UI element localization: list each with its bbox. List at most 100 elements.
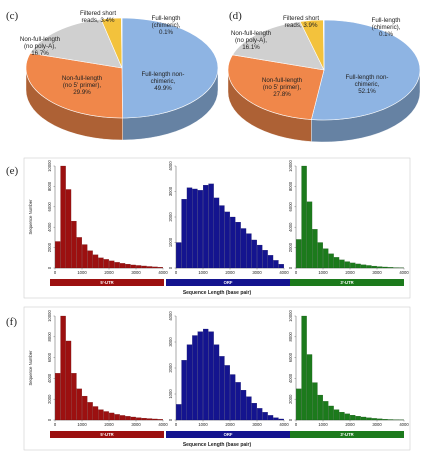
bar [98,258,103,268]
bar [219,206,224,268]
bar [192,189,197,268]
x-tick-label: 2000 [345,270,355,275]
bar [302,316,307,420]
bar [88,251,93,268]
y-tick-label: 6000 [288,201,293,211]
bar [273,260,278,268]
x-tick-label: 4000 [279,270,289,275]
y-tick-label: 4000 [288,373,293,383]
x-tick-label: 3000 [372,422,382,427]
bar [98,410,103,420]
bar [329,254,334,268]
y-tick-label: 0 [288,418,293,421]
bar [109,413,114,420]
y-tick-label: 3000 [168,337,173,347]
bar [323,401,328,420]
bar [88,402,93,420]
y-tick-label: 4000 [47,373,52,383]
region-label-orf: ORF [224,280,233,285]
x-tick-label: 1000 [198,422,208,427]
x-tick-label: 1000 [318,270,328,275]
bar [388,267,393,268]
bar [136,418,141,420]
bar [104,259,109,268]
bar [219,356,224,420]
bar [147,419,152,420]
bar [214,198,219,268]
y-axis-label: Sequence Number [28,199,33,235]
bar [131,265,136,268]
bar [71,221,76,268]
bar [82,396,87,420]
bar [187,345,192,420]
x-tick-label: 4000 [279,422,289,427]
bar [366,418,371,420]
x-tick-label: 3000 [131,270,141,275]
y-tick-label: 2000 [288,242,293,252]
y-tick-label: 0 [168,266,173,269]
bar [296,239,301,268]
bar [372,418,377,420]
bar [356,416,361,420]
x-tick-label: 4000 [158,270,168,275]
bar [302,166,307,268]
bar [55,373,60,420]
bar [147,266,152,268]
bar [225,365,230,420]
x-tick-label: 0 [54,422,57,427]
bar [334,410,339,420]
bar [257,408,262,420]
bar [241,390,246,420]
bar [66,189,71,268]
x-tick-label: 0 [54,270,57,275]
y-tick-label: 4000 [288,222,293,232]
bar [257,245,262,268]
y-tick-label: 2000 [288,394,293,404]
y-tick-label: 6000 [47,201,52,211]
x-tick-label: 3000 [372,270,382,275]
bar [296,389,301,420]
bar [350,415,355,420]
y-tick-label: 1000 [168,389,173,399]
bar [273,418,278,420]
bar [345,414,350,420]
y-tick-label: 10000 [288,160,293,172]
bar [230,375,235,421]
bar [182,360,187,420]
bar [152,419,157,420]
y-tick-label: 3000 [168,186,173,196]
x-tick-label: 3000 [131,422,141,427]
region-label-3-utr: 3'-UTR [340,432,353,437]
bar [142,418,147,420]
bar [214,345,219,420]
bar [203,329,208,420]
bar [225,212,230,268]
bar [383,419,388,420]
y-tick-label: 8000 [47,181,52,191]
bar [312,383,317,420]
bar [136,265,141,268]
bar [55,241,60,268]
x-axis-label: Sequence Length (base pair) [183,290,252,296]
bar [339,412,344,420]
bar [356,264,361,268]
bar [318,243,323,269]
bar [312,229,317,268]
bar [252,240,257,268]
bar [377,419,382,420]
panel-letter-d: (d) [229,10,242,22]
bar [131,417,136,420]
bar [93,255,98,268]
y-tick-label: 8000 [47,331,52,341]
bar [323,249,328,268]
bar [350,263,355,268]
y-tick-label: 8000 [288,181,293,191]
y-tick-label: 2000 [168,363,173,373]
